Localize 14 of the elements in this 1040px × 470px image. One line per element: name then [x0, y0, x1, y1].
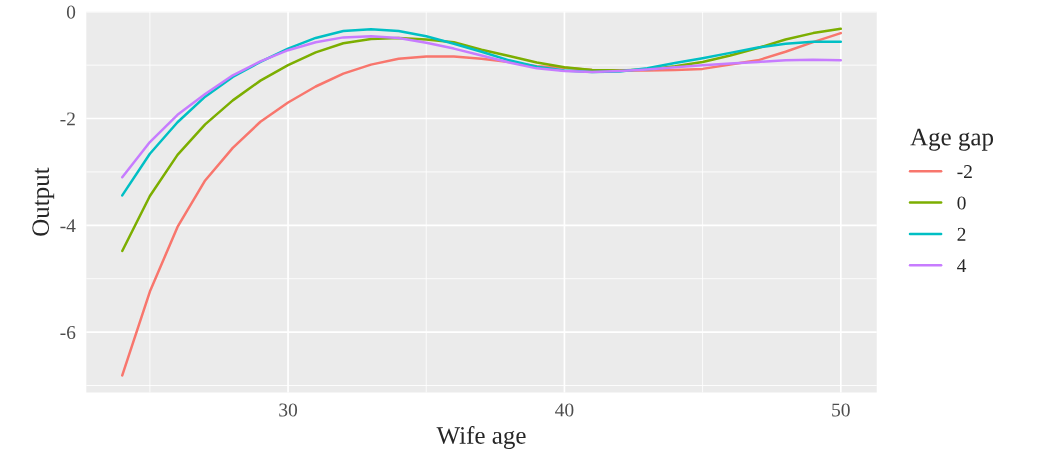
- y-tick-label: 0: [66, 5, 76, 19]
- x-tick-label: 30: [279, 403, 298, 417]
- legend-label: -2: [957, 165, 972, 178]
- legend-label: 0: [957, 196, 966, 210]
- y-tick-label: -2: [60, 112, 75, 126]
- legend-title: Age gap: [910, 128, 994, 151]
- x-tick-label: 40: [555, 403, 574, 417]
- x-axis-title: Wife age: [436, 426, 526, 450]
- legend-label: 4: [957, 259, 967, 273]
- y-tick-label: -4: [60, 219, 76, 233]
- legend-label: 2: [957, 227, 966, 241]
- x-tick-label: 50: [832, 403, 850, 417]
- y-axis-title: Output: [32, 167, 55, 236]
- y-tick-label: -6: [60, 325, 76, 340]
